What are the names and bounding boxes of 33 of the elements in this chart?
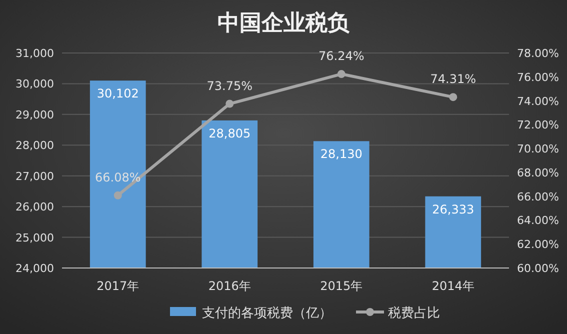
legend-label: 支付的各项税费（亿） xyxy=(202,306,332,321)
y2-tick-label: 68.00% xyxy=(517,166,559,180)
y2-tick-label: 72.00% xyxy=(517,118,559,132)
chart-title: 中国企业税负 xyxy=(218,11,350,36)
data-label: 30,102 xyxy=(96,86,139,101)
data-label: 73.75% xyxy=(206,78,253,93)
y-tick-label: 26,000 xyxy=(16,200,54,214)
y2-tick-label: 70.00% xyxy=(517,142,559,156)
x-tick-label: 2017年 xyxy=(96,279,140,293)
y2-tick-label: 74.00% xyxy=(517,94,559,108)
y-tick-label: 25,000 xyxy=(16,231,54,244)
y-tick-label: 28,000 xyxy=(16,139,54,152)
y2-tick-label: 76.00% xyxy=(517,70,559,84)
x-tick-label: 2014年 xyxy=(432,279,474,293)
y-tick-label: 29,000 xyxy=(16,108,54,122)
x-tick-label: 2016年 xyxy=(208,279,251,293)
y2-tick-label: 66.00% xyxy=(517,190,559,204)
y-tick-label: 30,000 xyxy=(16,78,54,91)
y-tick-label: 27,000 xyxy=(16,170,54,183)
data-label: 28,805 xyxy=(208,126,251,140)
y2-tick-label: 64.00% xyxy=(517,214,559,228)
y2-tick-label: 62.00% xyxy=(517,238,559,252)
y-tick-label: 31,000 xyxy=(16,47,54,60)
y2-tick-label: 60.00% xyxy=(517,262,559,275)
data-label: 76.24% xyxy=(318,49,364,64)
data-label: 26,333 xyxy=(432,202,474,216)
data-label: 74.31% xyxy=(430,72,476,86)
data-label: 28,130 xyxy=(320,147,362,162)
y-tick-label: 24,000 xyxy=(16,262,54,275)
x-tick-label: 2015年 xyxy=(320,279,363,293)
data-label: 66.08% xyxy=(94,170,141,184)
legend-label: 税费占比 xyxy=(388,306,440,321)
y2-tick-label: 78.00% xyxy=(517,47,559,60)
